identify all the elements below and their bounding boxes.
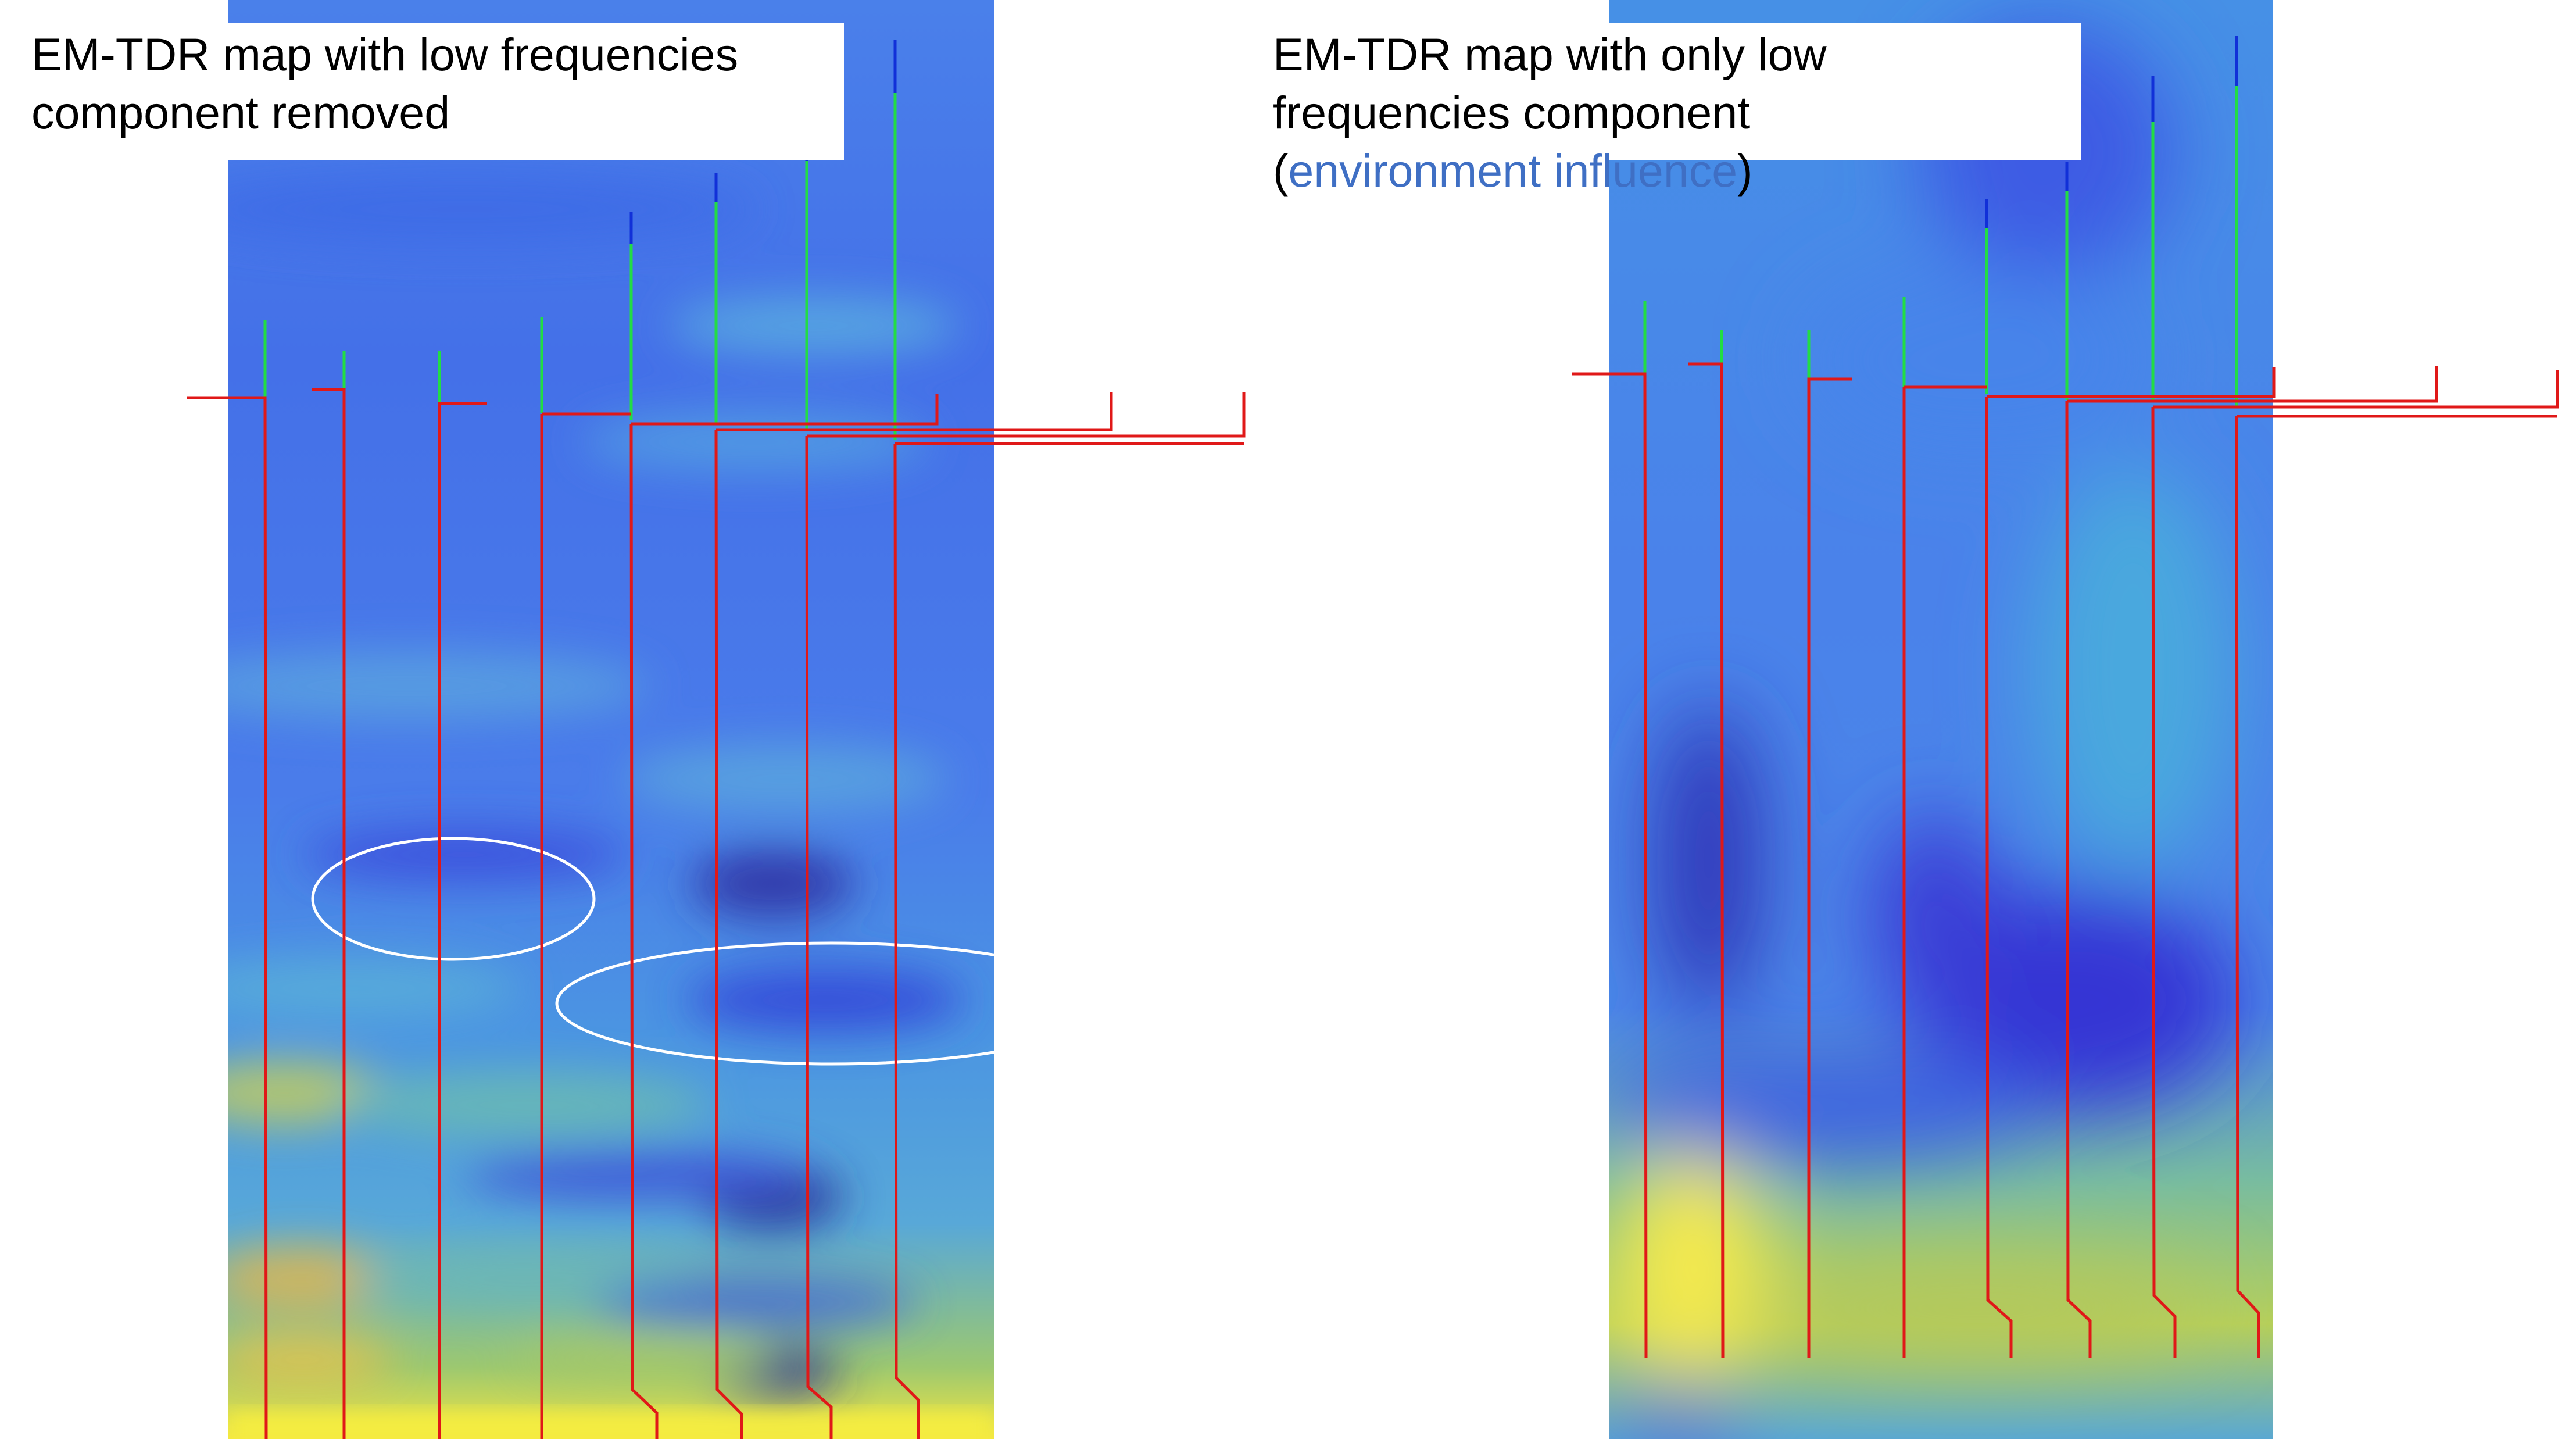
highlight-ellipse-2 (555, 941, 994, 1066)
caption-left-line-2: component removed (31, 87, 450, 138)
heatmap-left (228, 0, 994, 1439)
caption-paren-open: ( (1273, 145, 1289, 197)
caption-right: EM-TDR map with only low frequencies com… (1267, 23, 2081, 197)
caption-right-line-1: EM-TDR map with only low (1273, 28, 1827, 80)
wires-right (1572, 36, 2559, 1358)
caption-paren-close: ) (1737, 145, 1753, 197)
caption-right-line-2: frequencies component (1273, 87, 1751, 138)
caption-right-line-3: (environment influence) (1273, 142, 2081, 200)
caption-left-line-1: EM-TDR map with low frequencies (31, 28, 739, 80)
highlight-ellipse-1 (311, 837, 596, 961)
highlight-ellipses (311, 837, 994, 1066)
caption-left: EM-TDR map with low frequencies componen… (26, 23, 844, 160)
heatmap-right (1609, 0, 2273, 1439)
caption-highlight: environment influence (1288, 145, 1738, 197)
